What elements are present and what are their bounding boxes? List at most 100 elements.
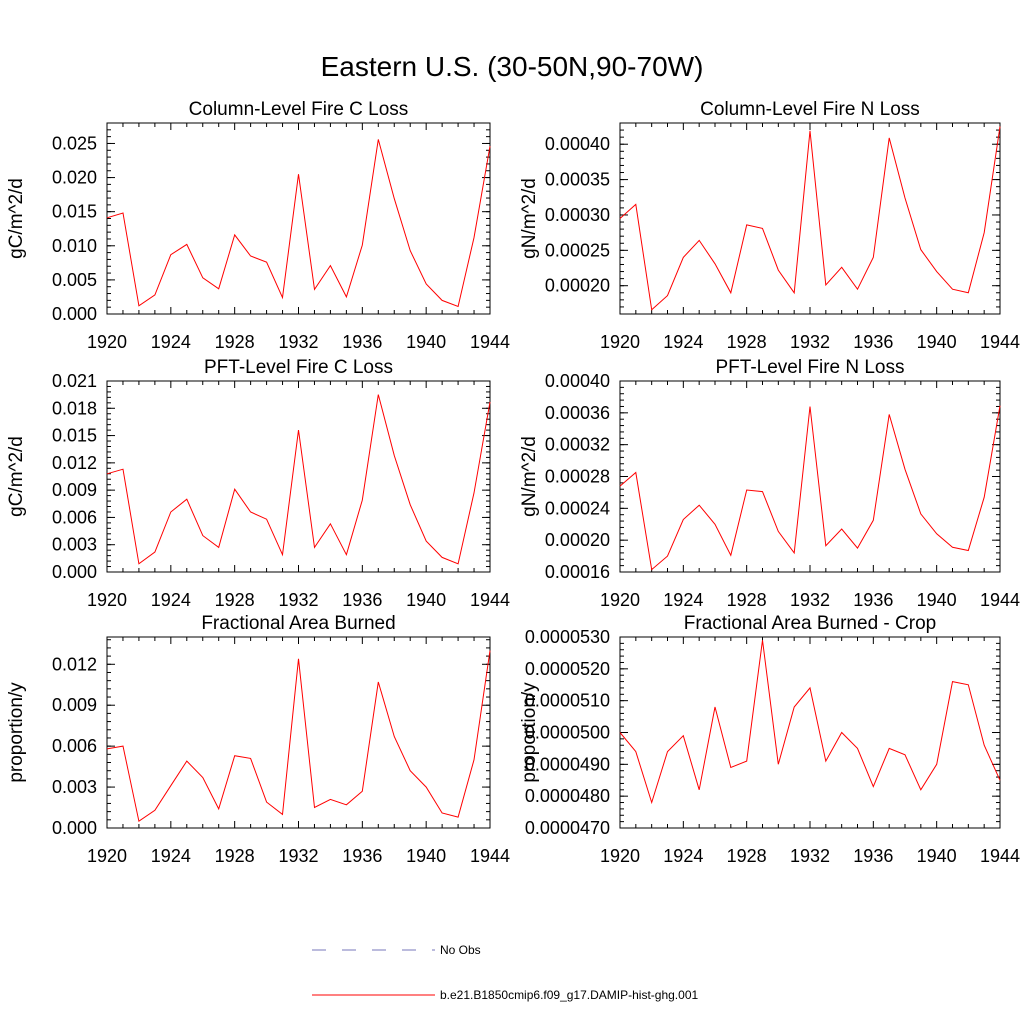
x-tick-label: 1920 [87, 590, 127, 610]
y-tick-label: 0.015 [52, 202, 97, 222]
panel-title: Fractional Area Burned - Crop [684, 613, 936, 634]
y-tick-label: 0.005 [52, 270, 97, 290]
panel-title: PFT-Level Fire N Loss [716, 357, 905, 378]
y-tick-label: 0.015 [52, 426, 97, 446]
y-tick-label: 0.0000520 [525, 659, 610, 679]
y-tick-label: 0.00020 [545, 530, 610, 550]
y-tick-label: 0.00030 [545, 205, 610, 225]
y-axis-label: gN/m^2/d [519, 178, 540, 259]
y-tick-label: 0.012 [52, 654, 97, 674]
y-axis-label: gC/m^2/d [6, 178, 27, 259]
plot-frame [106, 380, 491, 573]
panel-title: Column-Level Fire C Loss [189, 99, 409, 120]
series-line [619, 640, 1001, 805]
series-line [619, 126, 1001, 311]
y-tick-label: 0.009 [52, 695, 97, 715]
y-tick-label: 0.025 [52, 133, 97, 153]
x-tick-label: 1940 [406, 332, 446, 352]
x-tick-label: 1936 [342, 590, 382, 610]
x-tick-label: 1924 [663, 590, 703, 610]
x-tick-label: 1920 [87, 332, 127, 352]
x-tick-label: 1944 [470, 332, 510, 352]
legend: No Obs b.e21.B1850cmip6.f09_g17.DAMIP-hi… [312, 943, 698, 1002]
y-tick-label: 0.003 [52, 777, 97, 797]
y-tick-label: 0.0000480 [525, 786, 610, 806]
y-tick-label: 0.00024 [545, 498, 610, 518]
x-tick-label: 1920 [600, 846, 640, 866]
x-tick-label: 1928 [727, 590, 767, 610]
y-tick-label: 0.00035 [545, 170, 610, 190]
y-tick-label: 0.000 [52, 304, 97, 324]
chart-panel: Fractional Area Burned - Crop proportion/… [519, 613, 1020, 866]
x-tick-label: 1932 [790, 332, 830, 352]
x-tick-label: 1920 [600, 590, 640, 610]
y-tick-label: 0.010 [52, 236, 97, 256]
series-line [106, 650, 491, 823]
x-tick-label: 1936 [342, 332, 382, 352]
x-tick-label: 1932 [278, 590, 318, 610]
x-tick-label: 1944 [980, 590, 1020, 610]
x-tick-label: 1928 [727, 846, 767, 866]
chart-panel: PFT-Level Fire C Loss gC/m^2/d 1920 1924 192… [6, 357, 510, 610]
chart-panels: Column-Level Fire C Loss gC/m^2/d 1920 1924… [6, 99, 1020, 866]
chart-panel: Column-Level Fire C Loss gC/m^2/d 1920 1924… [6, 99, 510, 352]
series-line [106, 139, 491, 308]
chart-panel: Fractional Area Burned proportion/y 1920 19… [6, 613, 510, 866]
y-tick-label: 0.012 [52, 453, 97, 473]
y-tick-label: 0.006 [52, 736, 97, 756]
panel-title: PFT-Level Fire C Loss [204, 357, 393, 378]
y-tick-label: 0.021 [52, 371, 97, 391]
panel-title: Column-Level Fire N Loss [700, 99, 920, 120]
y-tick-label: 0.0000510 [525, 691, 610, 711]
legend-obs-label: No Obs [440, 943, 481, 957]
y-tick-label: 0.00020 [545, 276, 610, 296]
figure-title: Eastern U.S. (30-50N,90-70W) [321, 51, 704, 82]
y-tick-label: 0.0000500 [525, 723, 610, 743]
x-tick-label: 1924 [663, 846, 703, 866]
x-tick-label: 1944 [470, 590, 510, 610]
y-tick-label: 0.00040 [545, 134, 610, 154]
x-tick-label: 1924 [151, 846, 191, 866]
x-tick-label: 1936 [342, 846, 382, 866]
x-tick-label: 1936 [853, 846, 893, 866]
x-tick-label: 1928 [215, 846, 255, 866]
x-tick-label: 1940 [406, 590, 446, 610]
x-tick-label: 1944 [980, 846, 1020, 866]
y-tick-label: 0.00040 [545, 371, 610, 391]
x-tick-label: 1932 [790, 590, 830, 610]
panel-title: Fractional Area Burned [201, 613, 395, 634]
x-tick-label: 1928 [727, 332, 767, 352]
y-axis-label: gN/m^2/d [519, 436, 540, 517]
y-axis-label: proportion/y [519, 682, 540, 783]
x-tick-label: 1924 [663, 332, 703, 352]
y-tick-label: 0.00036 [545, 403, 610, 423]
x-tick-label: 1920 [600, 332, 640, 352]
x-tick-label: 1940 [917, 590, 957, 610]
y-tick-label: 0.020 [52, 168, 97, 188]
chart-panel: PFT-Level Fire N Loss gN/m^2/d 1920 1924 192… [519, 357, 1020, 610]
y-tick-label: 0.0000490 [525, 754, 610, 774]
y-tick-label: 0.000 [52, 562, 97, 582]
x-tick-label: 1932 [278, 846, 318, 866]
y-tick-label: 0.00025 [545, 240, 610, 260]
x-tick-label: 1924 [151, 332, 191, 352]
x-tick-label: 1936 [853, 332, 893, 352]
y-axis-label: proportion/y [6, 682, 27, 783]
x-tick-label: 1936 [853, 590, 893, 610]
x-tick-label: 1944 [980, 332, 1020, 352]
x-tick-label: 1928 [215, 332, 255, 352]
x-tick-label: 1940 [917, 332, 957, 352]
y-tick-label: 0.0000470 [525, 818, 610, 838]
x-tick-label: 1932 [278, 332, 318, 352]
chart-panel: Column-Level Fire N Loss gN/m^2/d 1920 1924… [519, 99, 1020, 352]
x-tick-label: 1924 [151, 590, 191, 610]
y-axis-label: gC/m^2/d [6, 436, 27, 517]
series-line [619, 405, 1001, 571]
x-tick-label: 1932 [790, 846, 830, 866]
y-tick-label: 0.000 [52, 818, 97, 838]
legend-model-label: b.e21.B1850cmip6.f09_g17.DAMIP-hist-ghg.… [440, 988, 698, 1002]
y-tick-label: 0.006 [52, 507, 97, 527]
plot-frame [106, 122, 491, 315]
plot-frame [619, 122, 1001, 315]
